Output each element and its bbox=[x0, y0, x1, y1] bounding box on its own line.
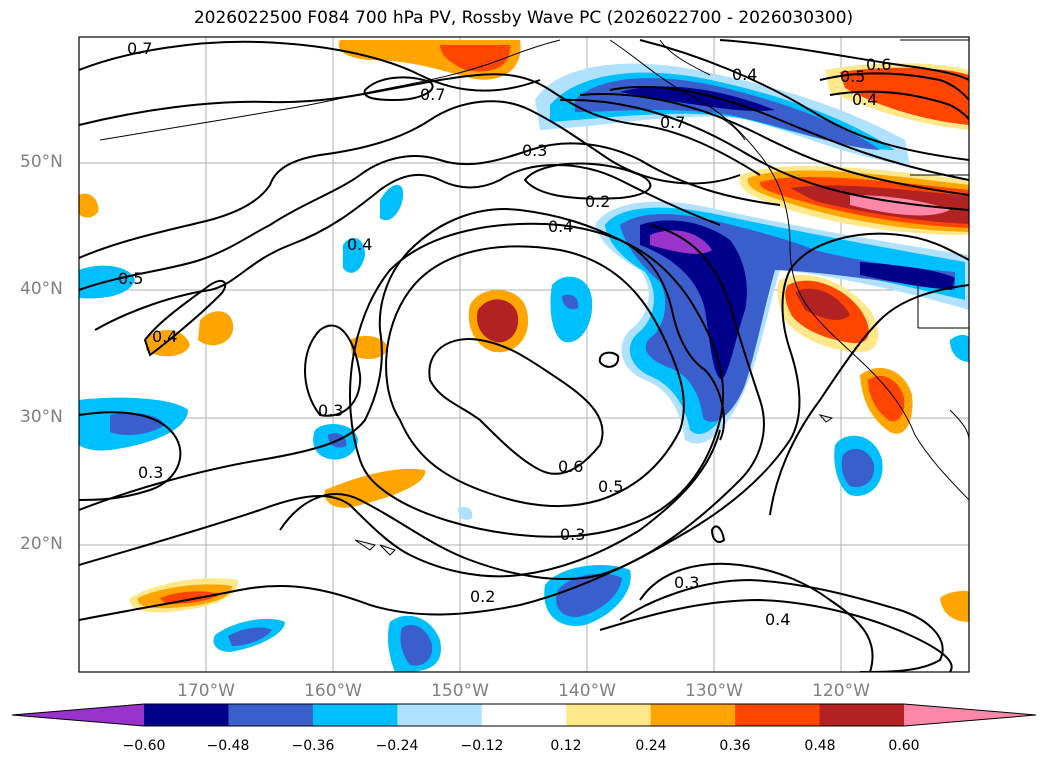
colorbar-cell bbox=[650, 704, 736, 726]
contour-label: 0.3 bbox=[522, 141, 547, 160]
colorbar-cell bbox=[397, 704, 483, 726]
colorbar-tick-label: 0.12 bbox=[550, 738, 582, 754]
lon-label: 150°W bbox=[431, 681, 489, 701]
colorbar-tick-label: 0.24 bbox=[635, 738, 667, 754]
lat-label: 50°N bbox=[20, 152, 63, 172]
colorbar bbox=[11, 703, 1037, 727]
lon-label: 160°W bbox=[304, 681, 362, 701]
colorbar-cell bbox=[481, 704, 567, 726]
colorbar-cell bbox=[735, 704, 821, 726]
colorbar-cell bbox=[144, 704, 229, 726]
contour-label: 0.3 bbox=[674, 573, 699, 592]
contour-label: 0.4 bbox=[765, 610, 790, 629]
lat-label: 30°N bbox=[20, 407, 63, 427]
contour-label: 0.7 bbox=[660, 113, 685, 132]
colorbar-tick-label: −0.60 bbox=[122, 738, 166, 754]
contour-label: 0.7 bbox=[127, 39, 152, 58]
contour-labels: 0.7 0.7 0.4 0.5 0.6 0.4 0.7 0.3 0.2 0.4 … bbox=[118, 39, 891, 629]
colorbar-cell bbox=[312, 704, 398, 726]
colorbar-tick-label: −0.36 bbox=[291, 738, 335, 754]
colorbar-tick-label: −0.12 bbox=[460, 738, 504, 754]
contour-label: 0.4 bbox=[732, 65, 757, 84]
contour-label: 0.4 bbox=[347, 235, 372, 254]
lon-label: 120°W bbox=[812, 681, 870, 701]
lon-label: 170°W bbox=[177, 681, 235, 701]
colorbar-cells bbox=[144, 704, 905, 726]
colorbar-cell bbox=[228, 704, 314, 726]
colorbar-tick-label: 0.48 bbox=[804, 738, 836, 754]
contour-label: 0.6 bbox=[558, 457, 583, 476]
colorbar-tick-label: −0.48 bbox=[206, 738, 250, 754]
pv-contours bbox=[79, 39, 969, 672]
colorbar-cell bbox=[819, 704, 905, 726]
colorbar-outline bbox=[11, 703, 1037, 727]
map-frame bbox=[78, 36, 970, 673]
contour-label: 0.3 bbox=[318, 401, 343, 420]
contour-label: 0.3 bbox=[560, 525, 585, 544]
contour-label: 0.4 bbox=[152, 327, 177, 346]
contour-label: 0.4 bbox=[852, 90, 877, 109]
lat-label: 20°N bbox=[20, 534, 63, 554]
colorbar-tick-label: −0.24 bbox=[375, 738, 419, 754]
colorbar-extend-low bbox=[12, 704, 144, 726]
map-area bbox=[79, 37, 969, 672]
contour-label: 0.6 bbox=[866, 55, 891, 74]
contour-label: 0.7 bbox=[420, 85, 445, 104]
coastlines bbox=[99, 39, 969, 556]
pv-fill bbox=[79, 40, 969, 672]
contour-label: 0.3 bbox=[138, 463, 163, 482]
lon-label: 140°W bbox=[558, 681, 616, 701]
colorbar-tick-label: 0.36 bbox=[719, 738, 751, 754]
contour-label: 0.2 bbox=[585, 192, 610, 211]
contour-label: 0.5 bbox=[840, 67, 865, 86]
figure-title: 2026022500 F084 700 hPa PV, Rossby Wave … bbox=[193, 8, 854, 28]
lat-label: 40°N bbox=[20, 279, 63, 299]
colorbar-tick-label: 0.60 bbox=[888, 738, 920, 754]
colorbar-cell bbox=[566, 704, 652, 726]
colorbar-extend-high bbox=[904, 704, 1036, 726]
contour-label: 0.4 bbox=[548, 217, 573, 236]
lon-label: 130°W bbox=[685, 681, 743, 701]
contour-label: 0.5 bbox=[598, 477, 623, 496]
contour-label: 0.2 bbox=[470, 587, 495, 606]
contour-label: 0.5 bbox=[118, 269, 143, 288]
